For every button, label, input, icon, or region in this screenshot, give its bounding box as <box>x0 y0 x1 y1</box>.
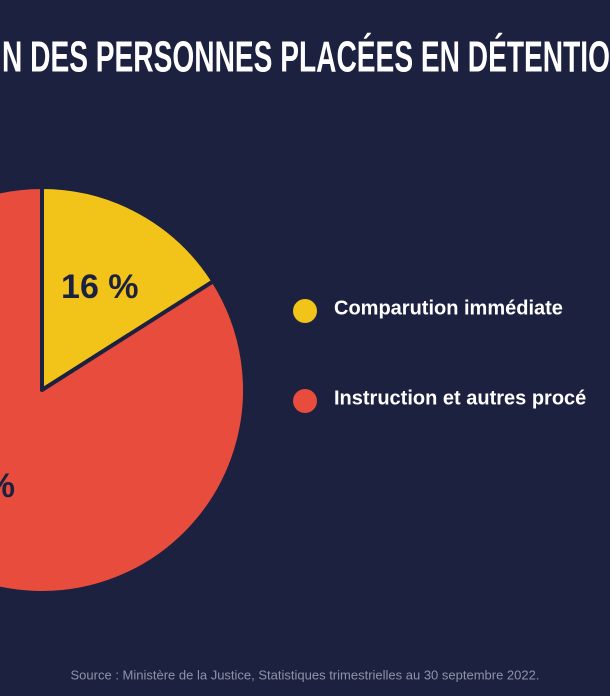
value-label: 84 % <box>0 467 15 505</box>
legend-label: Instruction et autres procé <box>334 387 586 409</box>
pie-slice <box>40 185 216 392</box>
legend-marker <box>293 299 317 323</box>
legend-marker <box>293 389 317 413</box>
pie-slice <box>0 185 247 595</box>
source: Source : Ministère de la Justice, Statis… <box>71 667 540 682</box>
value-label: 16 % <box>61 268 139 306</box>
chart-title: N DES PERSONNES PLACÉES EN DÉTENTIO <box>2 32 610 82</box>
legend-label: Comparution immédiate <box>334 297 563 319</box>
